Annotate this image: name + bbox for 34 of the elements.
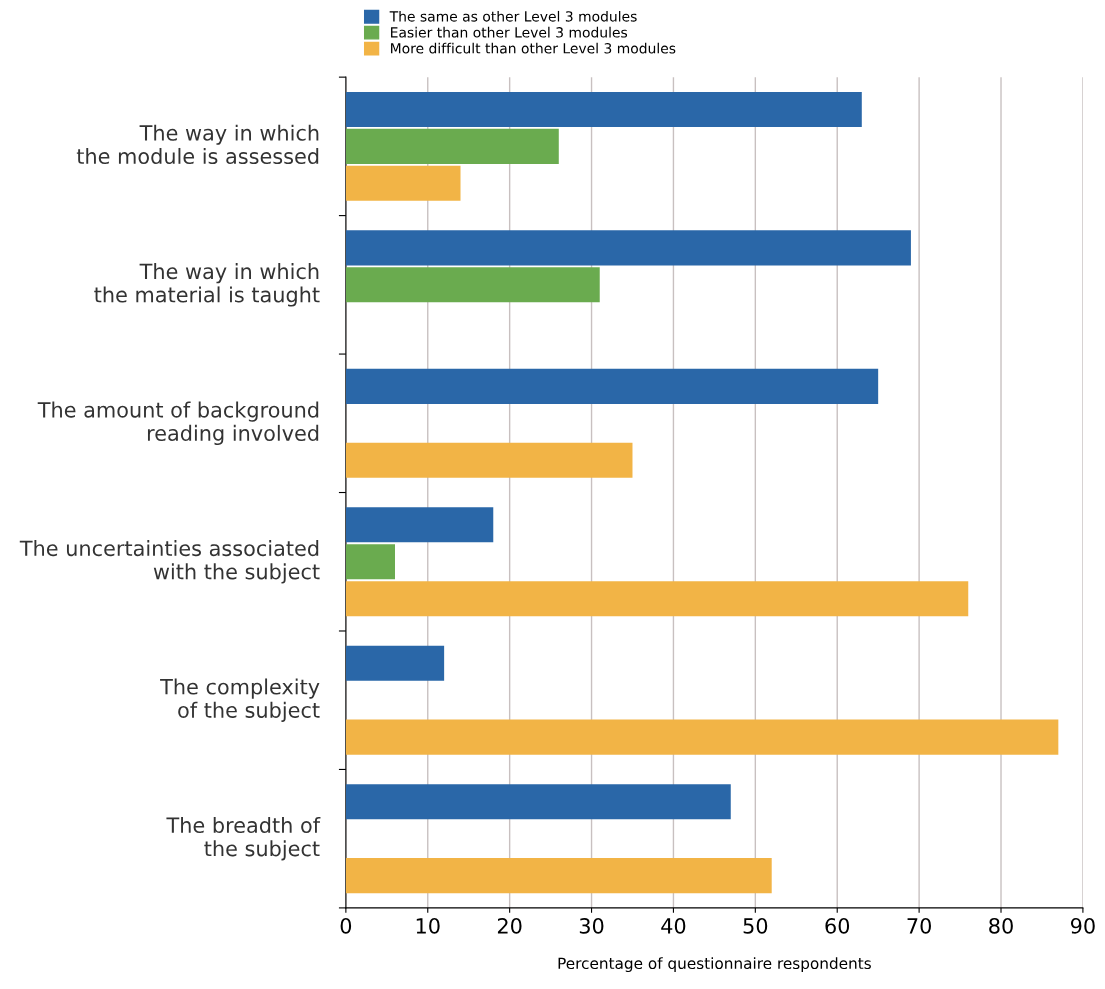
x-tick-label: 50 bbox=[743, 917, 768, 934]
x-tick-label: 20 bbox=[497, 917, 522, 934]
y-tick-label: The way in which the module is assessed bbox=[76, 124, 319, 165]
y-tick-label: The complexity of the subject bbox=[160, 678, 320, 722]
y-tick-label: The amount of background reading involved bbox=[37, 401, 319, 446]
x-tick-label: 10 bbox=[416, 917, 440, 934]
bar bbox=[345, 784, 731, 820]
x-tick-label: 90 bbox=[1070, 917, 1095, 934]
bar bbox=[345, 267, 600, 303]
legend-label: Easier than other Level 3 modules bbox=[391, 26, 628, 38]
bar bbox=[345, 128, 559, 164]
y-tick-label: The uncertainties associated with the subject bbox=[19, 540, 320, 584]
legend-label: The same as other Level 3 modules bbox=[389, 10, 637, 22]
bar bbox=[345, 91, 862, 127]
bar bbox=[345, 581, 969, 617]
y-tick-label: The way in which the material is taught bbox=[94, 263, 320, 307]
bar bbox=[345, 368, 879, 404]
legend-label: More difficult than other Level 3 modules bbox=[391, 42, 676, 54]
x-tick-label: 70 bbox=[907, 917, 931, 934]
x-tick-label: 80 bbox=[989, 917, 1013, 934]
x-tick-label: 60 bbox=[825, 917, 850, 934]
x-tick-label: 40 bbox=[661, 917, 686, 934]
bar bbox=[345, 442, 633, 478]
bar bbox=[345, 507, 494, 543]
y-tick-label: The breadth of the subject bbox=[166, 816, 321, 861]
bar bbox=[345, 165, 461, 201]
bar bbox=[345, 544, 395, 580]
bar bbox=[345, 719, 1059, 755]
x-axis-title: Percentage of questionnaire respondents bbox=[558, 957, 871, 973]
bar bbox=[345, 645, 445, 681]
bar bbox=[345, 858, 772, 894]
bar bbox=[345, 230, 911, 266]
x-tick-label: 30 bbox=[579, 917, 604, 934]
x-tick-label: 0 bbox=[340, 917, 352, 934]
